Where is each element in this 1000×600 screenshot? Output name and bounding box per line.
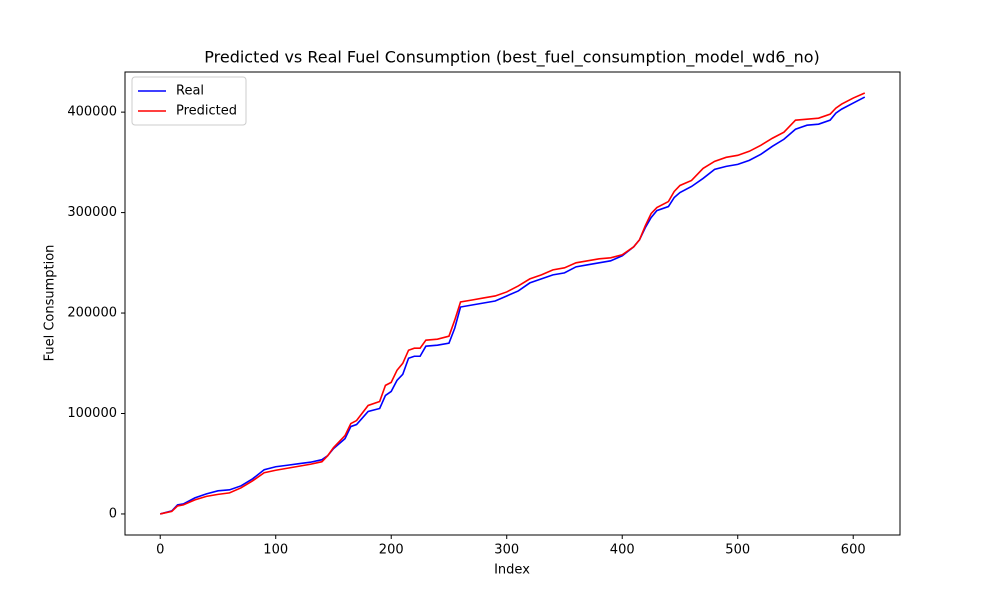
x-tick-label: 200 xyxy=(379,543,404,558)
y-axis-label: Fuel Consumption xyxy=(43,245,58,362)
x-tick-label: 400 xyxy=(610,543,635,558)
legend-label: Real xyxy=(176,84,204,99)
plot-frame xyxy=(124,71,901,536)
x-tick-label: 100 xyxy=(263,543,288,558)
chart-title: Predicted vs Real Fuel Consumption (best… xyxy=(204,48,819,68)
x-tick-label: 600 xyxy=(841,543,866,558)
x-tick-label: 0 xyxy=(156,543,164,558)
line-series xyxy=(160,92,866,515)
legend-box xyxy=(131,76,247,126)
y-tick-label: 300000 xyxy=(67,205,117,220)
y-tick-label: 400000 xyxy=(67,105,117,120)
legend: Real Predicted xyxy=(131,76,247,126)
y-tick-label: 0 xyxy=(109,506,117,521)
y-tick-label: 100000 xyxy=(67,406,117,421)
line-series xyxy=(160,96,866,515)
legend-label: Predicted xyxy=(176,104,237,119)
x-tick-label: 300 xyxy=(494,543,519,558)
y-tick-label: 200000 xyxy=(67,306,117,321)
x-axis-label: Index xyxy=(494,563,530,578)
x-tick-label: 500 xyxy=(725,543,750,558)
